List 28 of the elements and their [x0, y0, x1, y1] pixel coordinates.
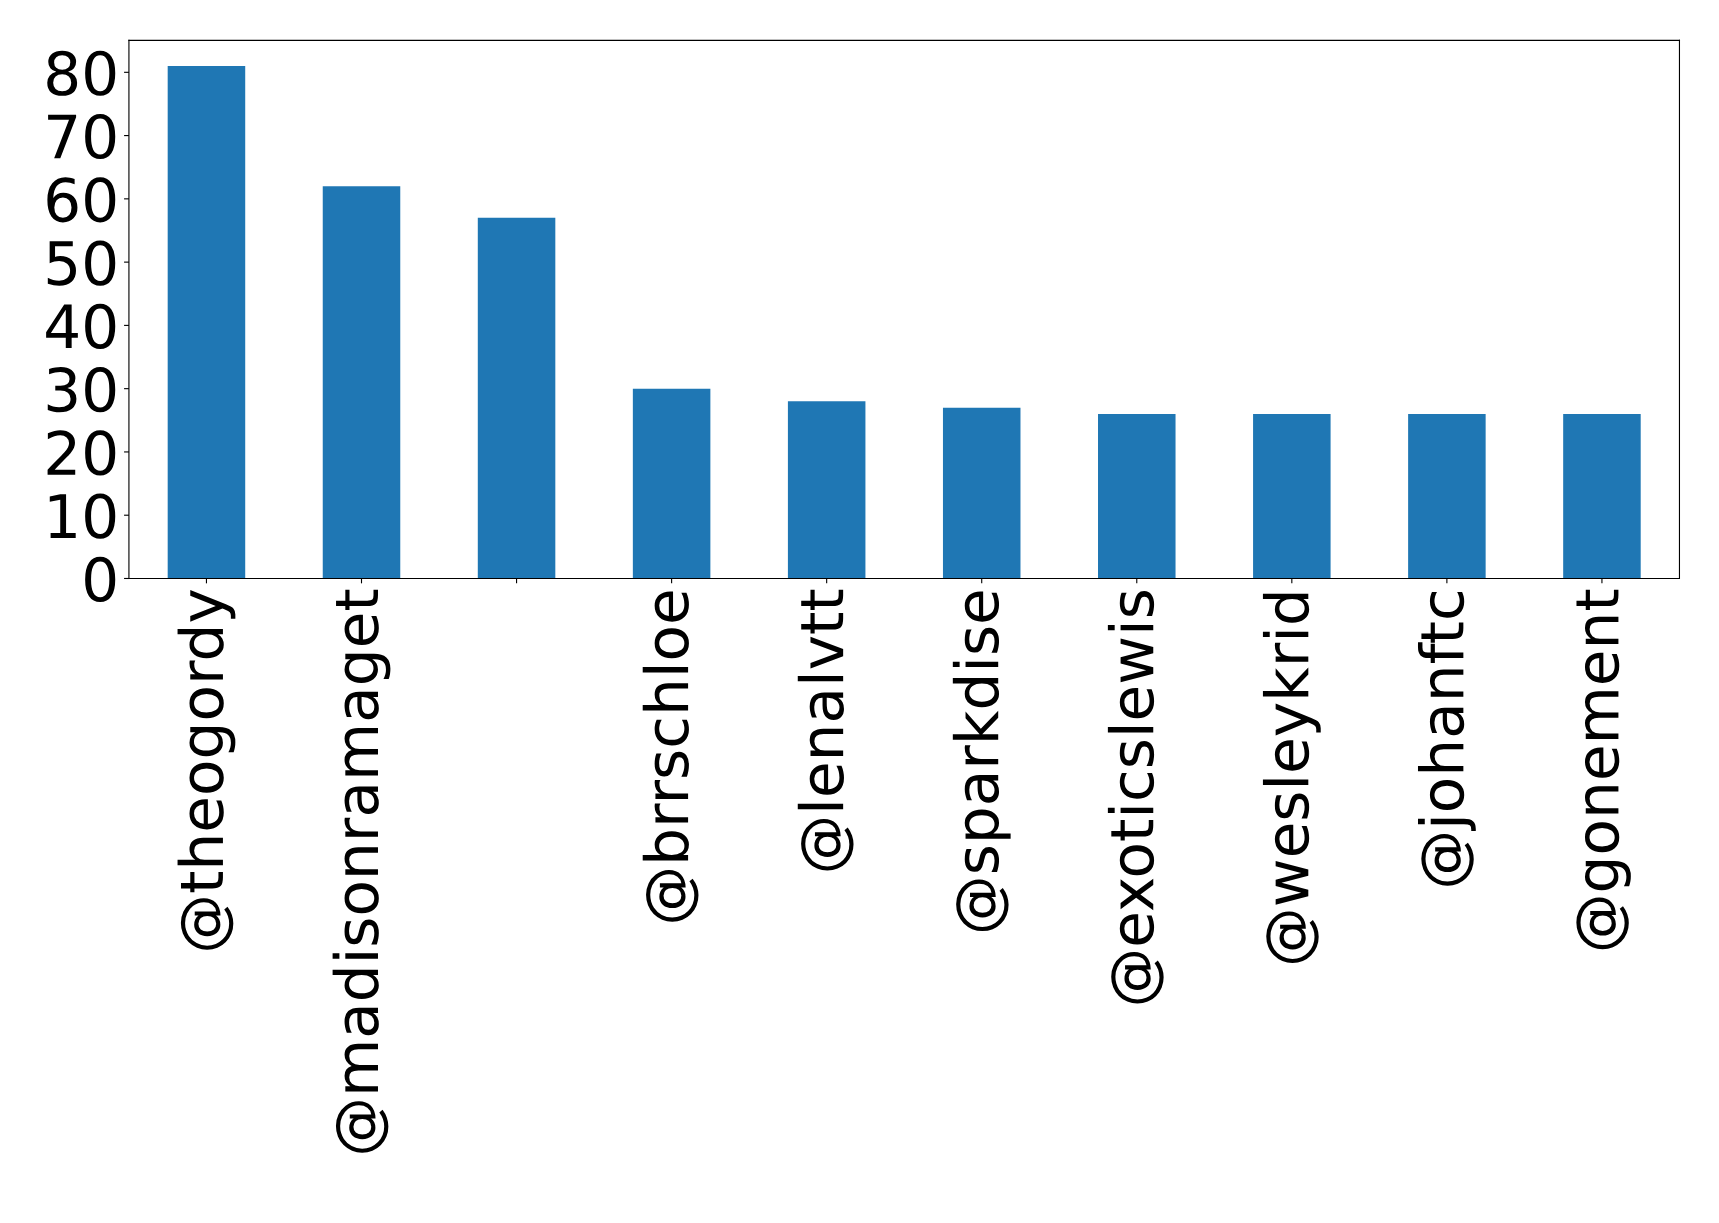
- bar: [167, 65, 246, 579]
- y-tick-label: 20: [47, 430, 116, 476]
- x-tick-label: @sparkdise: [952, 591, 1011, 932]
- x-tick-label: @madisonramaget: [332, 589, 391, 1153]
- bar: [1563, 413, 1641, 579]
- y-tick-label: 0: [85, 556, 116, 603]
- x-tick-label: @exoticslewis: [1107, 591, 1164, 1004]
- x-tick-label: @theogordy: [177, 590, 236, 950]
- y-tick-label: 10: [49, 493, 116, 539]
- y-tick-label: 40: [46, 303, 116, 349]
- bar: [477, 217, 556, 579]
- y-tick-label: 80: [47, 50, 116, 96]
- bar: [1408, 413, 1486, 579]
- x-tick-label: @wesleykrid: [1262, 593, 1321, 964]
- x-tick-label: @gonement: [1576, 589, 1631, 950]
- bar: [1253, 413, 1331, 579]
- bar: [942, 407, 1021, 579]
- y-tick-label: 60: [47, 177, 116, 223]
- bar: [632, 388, 711, 579]
- y-tick-label: 30: [47, 367, 116, 413]
- bar: [787, 401, 866, 579]
- x-tick-label: @johanftc: [1417, 591, 1476, 886]
- bar: [322, 186, 401, 579]
- bar: [1098, 413, 1176, 579]
- x-tick-label: @lenalvtt: [797, 589, 854, 871]
- y-tick-label: 50: [47, 240, 116, 286]
- x-tick-label: @brrschloe: [642, 591, 699, 922]
- y-tick-label: 70: [48, 113, 116, 160]
